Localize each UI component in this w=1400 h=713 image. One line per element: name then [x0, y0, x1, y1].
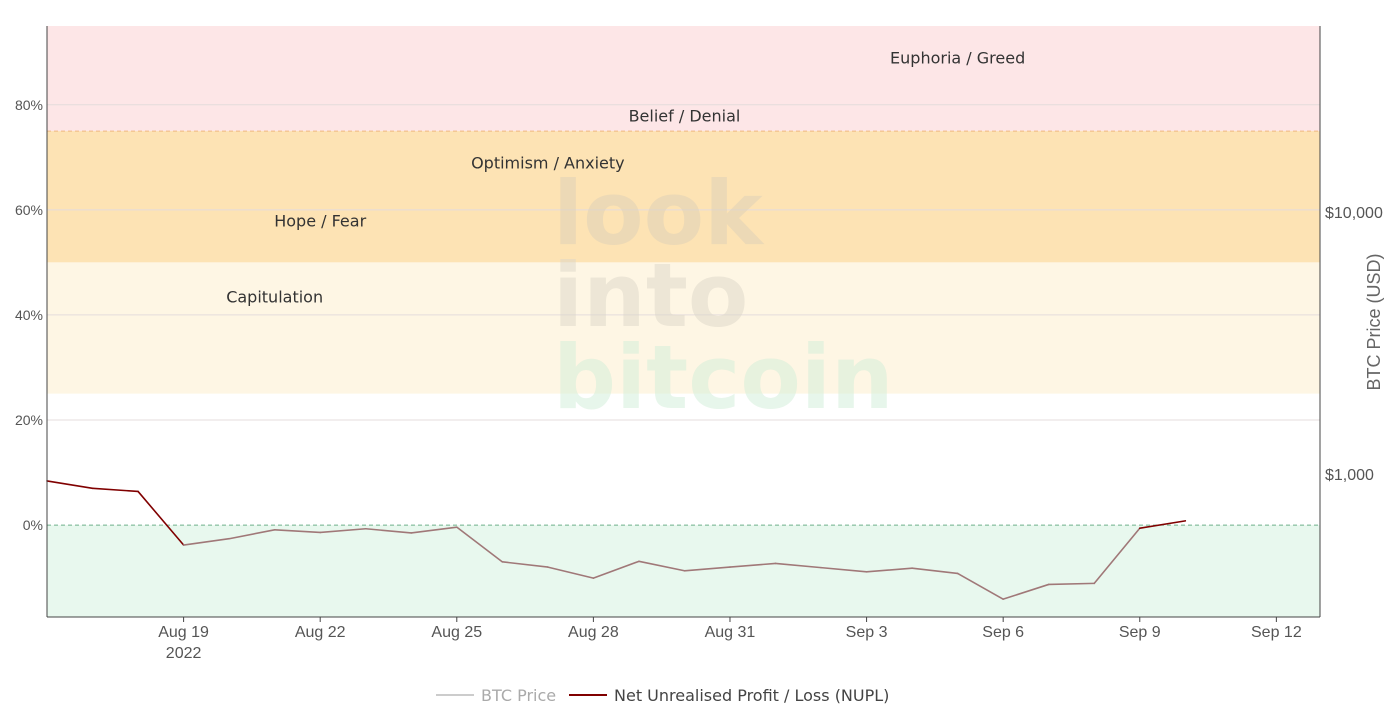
nupl-segment [46, 480, 94, 490]
nupl-segment [1093, 527, 1141, 585]
watermark-look: look [553, 162, 765, 265]
zone-labels: Euphoria / Greed Belief / Denial Optimism … [226, 49, 1025, 307]
legend-label-nupl[interactable]: Net Unrealised Profit / Loss (NUPL) [614, 686, 889, 705]
nupl-segment [1047, 582, 1096, 586]
zone-label-4: Capitulation [226, 288, 323, 307]
nupl-segment [182, 537, 230, 546]
x-tick-label: Aug 31 [705, 624, 756, 641]
y-tick-label: 60% [15, 202, 43, 218]
nupl-segment [501, 561, 549, 568]
x-tick-label: Aug 19 [158, 624, 209, 641]
y-tick-label: 40% [15, 307, 43, 323]
x-tick-label: Sep 9 [1119, 624, 1161, 641]
y2-axis-title: BTC Price (USD) [1364, 253, 1384, 390]
x-tick-label: Aug 28 [568, 624, 619, 641]
watermark-into: into [553, 244, 748, 347]
x-tick-year: 2022 [166, 645, 202, 662]
zone-band-1 [47, 131, 1320, 263]
nupl-segment [410, 526, 458, 534]
zone-band-0 [47, 26, 1320, 132]
legend: BTC Price Net Unrealised Profit / Loss (… [436, 686, 889, 705]
zone-band-3 [47, 393, 1320, 526]
nupl-segment [547, 566, 595, 579]
nupl-segment [455, 526, 504, 563]
y2-tick-label: $10,000 [1325, 205, 1383, 222]
series [46, 480, 1187, 600]
watermark-bitcoin: bitcoin [553, 326, 894, 429]
nupl-segment [683, 566, 731, 572]
nupl-segment [820, 566, 868, 573]
zone-label-1: Belief / Denial [629, 106, 741, 125]
nupl-segment [956, 572, 1004, 600]
nupl-segment [774, 562, 822, 569]
nupl-segment [1138, 520, 1187, 530]
x-tick-label: Aug 22 [295, 624, 346, 641]
nupl-segment [273, 528, 321, 534]
nupl-segment [364, 527, 413, 534]
zone-label-2: Optimism / Anxiety [471, 154, 625, 173]
gridlines [47, 104, 1320, 526]
x-tick-label: Sep 12 [1251, 624, 1302, 641]
nupl-segment [319, 527, 367, 534]
nupl-segment [228, 528, 276, 540]
zone-label-0: Euphoria / Greed [890, 49, 1025, 68]
x-tick-label: Aug 25 [431, 624, 482, 641]
nupl-segment [911, 567, 959, 575]
nupl-segment [1002, 583, 1050, 600]
y-tick-label: 80% [15, 97, 43, 113]
nupl-segment [865, 567, 913, 573]
nupl-segment [137, 490, 185, 546]
watermark: look into bitcoin [553, 162, 894, 429]
nupl-segment [638, 560, 686, 572]
legend-label-btc-price[interactable]: BTC Price [481, 686, 556, 705]
y2-tick-label: $1,000 [1325, 467, 1374, 484]
y-tick-label: 0% [23, 517, 43, 533]
zone-label-3: Hope / Fear [274, 211, 366, 230]
x-tick-label: Sep 6 [982, 624, 1024, 641]
x-tick-label: Sep 3 [846, 624, 888, 641]
axes: 0% 20% 40% 60% 80% $1,000 $10,000 BTC Price (US… [15, 26, 1384, 662]
y-tick-label: 20% [15, 412, 43, 428]
nupl-segment [729, 562, 777, 568]
nupl-segment [91, 487, 139, 493]
nupl-segment [592, 560, 640, 579]
zone-band-2 [47, 262, 1320, 394]
